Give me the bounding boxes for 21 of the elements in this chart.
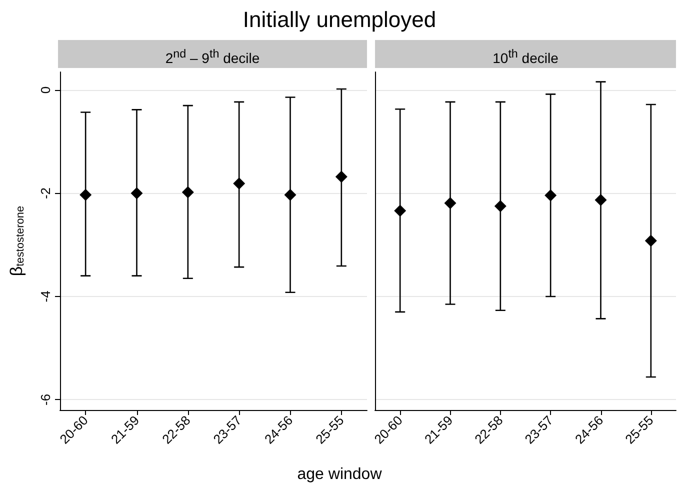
y-tick-label: -6: [38, 394, 53, 406]
y-axis-title: βtestosterone: [7, 206, 26, 276]
point: [80, 188, 92, 201]
point: [594, 194, 607, 206]
point: [394, 204, 406, 217]
chart-subtitle: 10$^{th}$ decile: [492, 47, 558, 66]
point: [182, 186, 194, 198]
chart-title: Initially unemployed: [242, 6, 438, 34]
point: [233, 177, 246, 190]
x-axis-title: age window: [296, 466, 383, 484]
point: [544, 189, 557, 202]
point: [284, 188, 296, 201]
point: [130, 187, 143, 200]
point: [494, 200, 506, 212]
y-tick-label: 0: [38, 86, 53, 94]
y-tick-label: -4: [38, 290, 53, 302]
y-tick-label: -2: [38, 187, 53, 200]
point: [335, 170, 348, 183]
point: [644, 234, 657, 247]
point: [444, 197, 456, 210]
chart-subtitle: 2$^{nd}$ – 9$^{th}$ decile: [165, 47, 260, 66]
